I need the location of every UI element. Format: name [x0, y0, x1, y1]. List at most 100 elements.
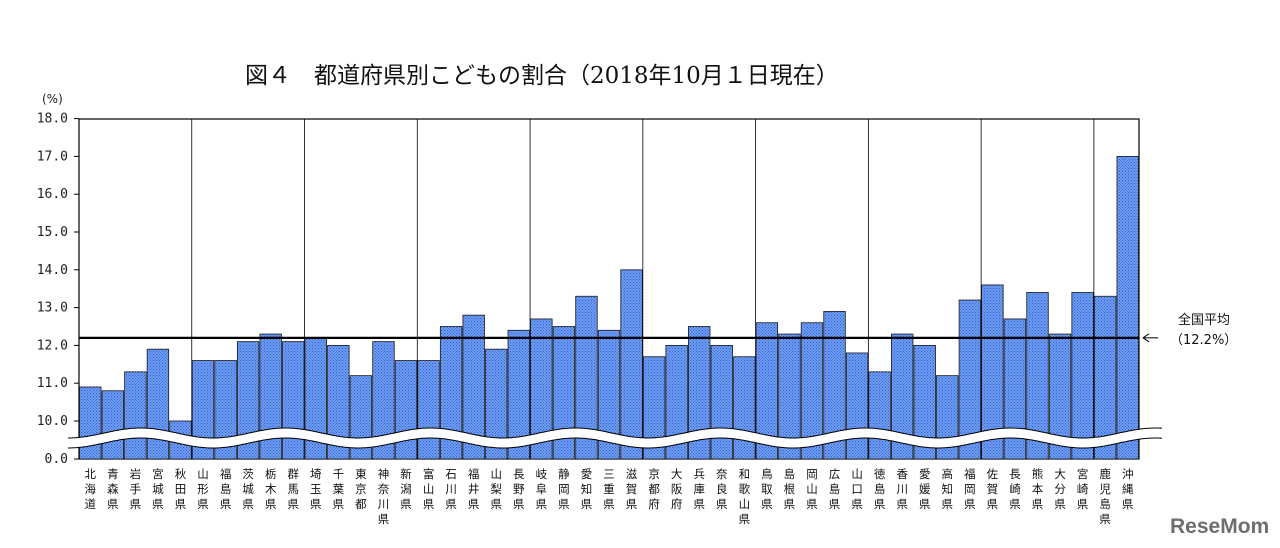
bar-奈良県 [710, 344, 733, 460]
bars [79, 155, 1139, 460]
bar-茨城県 [236, 341, 260, 460]
x-tick-label: 和歌山県 [739, 467, 751, 526]
x-tick-label: 埼玉県 [310, 467, 322, 511]
bar-山形県 [191, 360, 215, 460]
bar-岡山県 [800, 322, 824, 460]
bar-和歌山県 [733, 356, 756, 460]
x-tick-label: 京都府 [648, 467, 660, 511]
reference-arrow-head [1142, 333, 1150, 343]
bar-島根県 [778, 333, 801, 460]
x-tick-label: 石川県 [445, 467, 457, 511]
bar-宮崎県 [1071, 292, 1094, 460]
reference-label: 全国平均 [1178, 312, 1230, 328]
bar-佐賀県 [981, 284, 1004, 460]
bar-兵庫県 [688, 326, 711, 460]
bar-徳島県 [868, 371, 891, 460]
x-tick-label: 高知県 [942, 467, 954, 511]
x-tick-label: 栃木県 [265, 467, 277, 511]
x-tick-label: 鹿児島県 [1099, 467, 1111, 526]
bar-鳥取県 [755, 322, 779, 460]
x-tick-label: 東京都 [355, 467, 367, 511]
x-tick-label: 秋田県 [175, 467, 187, 511]
y-tick-label: 18.0 [37, 112, 68, 127]
chart-title: 図４ 都道府県別こどもの割合（2018年10月１日現在） [245, 63, 839, 89]
bar-広島県 [823, 310, 846, 460]
x-tick-label: 宮崎県 [1077, 467, 1089, 511]
x-tick-label: 福島県 [220, 467, 232, 511]
x-tick-label: 神奈川県 [378, 467, 390, 526]
bar-新潟県 [394, 360, 418, 460]
x-tick-label: 愛媛県 [919, 467, 931, 511]
axis-break-edge-top [68, 427, 1163, 439]
resemom-logo: ReseMom [1170, 515, 1269, 538]
bar-福島県 [214, 360, 237, 460]
y-tick-label: 14.0 [37, 263, 68, 278]
bar-京都府 [642, 356, 666, 460]
bar-愛媛県 [913, 344, 936, 460]
bar-三重県 [597, 329, 621, 460]
reference-line-group: 全国平均 （12.2%） [79, 312, 1237, 348]
x-tick-label: 静岡県 [558, 467, 570, 511]
x-tick-label: 北海道 [85, 467, 97, 511]
y-axis-ticks: 0.0 10.0 11.0 12.0 13.0 14.0 15.0 16.0 17.0 18.0 [37, 112, 79, 467]
x-tick-label: 山梨県 [490, 467, 502, 511]
y-tick-label: 10.0 [37, 414, 68, 429]
bar-長崎県 [1003, 318, 1027, 460]
bar-山梨県 [485, 348, 508, 460]
x-tick-label: 愛知県 [581, 467, 593, 511]
bar-栃木県 [259, 333, 282, 460]
x-tick-label: 徳島県 [874, 467, 886, 511]
bar-山口県 [845, 352, 869, 460]
bar-大分県 [1048, 333, 1072, 460]
y-tick-label: 12.0 [37, 338, 68, 353]
x-tick-label: 群馬県 [288, 467, 300, 511]
x-tick-label: 富山県 [423, 467, 435, 511]
bar-福岡県 [958, 299, 982, 460]
bar-香川県 [891, 333, 914, 460]
x-tick-label: 長崎県 [1009, 467, 1021, 511]
y-axis-unit: (%) [42, 92, 63, 106]
x-tick-label: 長野県 [513, 467, 525, 511]
bar-岐阜県 [530, 318, 553, 460]
bar-岩手県 [124, 371, 147, 460]
bar-群馬県 [282, 341, 305, 460]
axis-break-edge-bottom [68, 437, 1163, 449]
x-tick-label: 香川県 [896, 467, 908, 511]
axis-break-band [68, 428, 1162, 448]
x-tick-label: 宮城県 [152, 467, 164, 511]
x-tick-label: 福岡県 [964, 467, 976, 511]
bar-大阪府 [665, 344, 688, 460]
logo-text: ReseMom [1170, 515, 1269, 538]
x-tick-label: 山口県 [851, 467, 863, 511]
x-tick-label: 三重県 [603, 467, 615, 511]
x-tick-label: 熊本県 [1032, 467, 1044, 511]
bar-富山県 [417, 360, 440, 460]
y-tick-label: 17.0 [37, 149, 68, 164]
x-tick-label: 奈良県 [716, 467, 728, 511]
x-tick-label: 広島県 [829, 467, 841, 511]
x-tick-label: 岡山県 [806, 467, 818, 511]
y-tick-label: 11.0 [37, 376, 68, 391]
bar-北海道 [79, 386, 102, 460]
x-tick-label: 沖縄県 [1122, 467, 1134, 511]
bar-熊本県 [1026, 292, 1049, 460]
reference-sublabel: （12.2%） [1170, 333, 1237, 348]
bar-石川県 [439, 326, 463, 460]
x-tick-label: 鳥取県 [761, 467, 773, 511]
axis-break [68, 427, 1163, 449]
x-tick-label: 島根県 [784, 467, 796, 511]
x-tick-label: 岩手県 [130, 467, 142, 511]
y-tick-label: 16.0 [37, 187, 68, 202]
bar-沖縄県 [1116, 155, 1139, 460]
y-tick-label: 15.0 [37, 225, 68, 240]
bar-千葉県 [327, 344, 350, 460]
bar-福井県 [462, 314, 485, 460]
bar-滋賀県 [620, 269, 643, 460]
x-axis-labels: 北海道青森県岩手県宮城県秋田県山形県福島県茨城県栃木県群馬県埼玉県千葉県東京都神… [85, 467, 1134, 526]
x-tick-label: 滋賀県 [626, 467, 638, 511]
x-tick-label: 佐賀県 [987, 467, 999, 511]
x-tick-label: 新潟県 [400, 467, 412, 511]
x-tick-label: 兵庫県 [693, 467, 705, 511]
bar-宮城県 [146, 348, 170, 460]
